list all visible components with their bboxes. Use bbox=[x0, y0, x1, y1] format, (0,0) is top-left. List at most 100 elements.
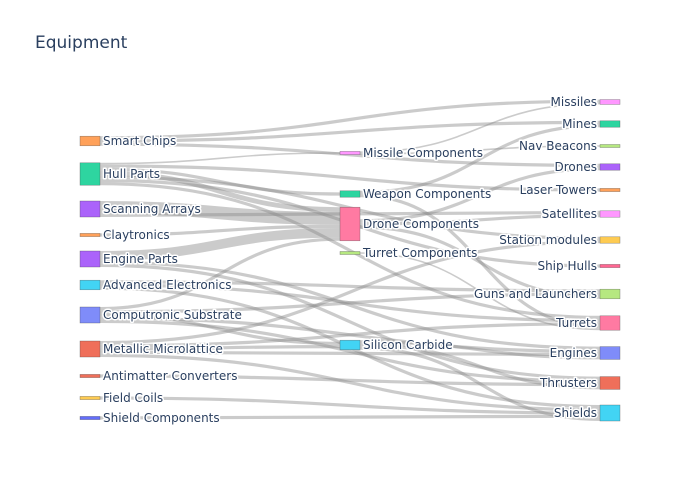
node-label-thrusters: Thrusters bbox=[539, 376, 597, 390]
link-hull_parts-to-laser_towers[interactable] bbox=[99, 164, 601, 192]
node-mines[interactable] bbox=[599, 120, 621, 128]
node-label-scanning-arrays: Scanning Arrays bbox=[103, 202, 201, 216]
link-antimatter_converters-to-thrusters[interactable] bbox=[99, 374, 601, 387]
links-layer bbox=[99, 99, 601, 421]
node-label-turret-components: Turret Components bbox=[362, 246, 477, 260]
link-hull_parts-to-missile_components[interactable] bbox=[99, 152, 341, 165]
link-smart_chips-to-missiles[interactable] bbox=[99, 99, 601, 140]
link-scanning_arrays-to-drone_components[interactable] bbox=[99, 201, 341, 225]
link-computronic_substrate-to-engines[interactable] bbox=[99, 316, 601, 353]
node-label-missiles: Missiles bbox=[551, 95, 598, 109]
node-metallic-microlattice[interactable] bbox=[79, 340, 101, 358]
node-turrets[interactable] bbox=[599, 315, 621, 331]
link-weapon_components-to-turrets[interactable] bbox=[359, 194, 601, 329]
node-label-shields: Shields bbox=[554, 406, 597, 420]
link-hull_parts-to-turrets[interactable] bbox=[99, 182, 601, 319]
link-weapon_components-to-mines[interactable] bbox=[359, 124, 601, 194]
link-metallic_microlattice-to-shields[interactable] bbox=[99, 353, 601, 412]
node-drone-components[interactable] bbox=[339, 206, 361, 242]
link-turret_components-to-turrets[interactable] bbox=[359, 252, 601, 331]
link-computronic_substrate-to-silicon_carbide[interactable] bbox=[99, 313, 341, 345]
node-label-weapon-components: Weapon Components bbox=[363, 187, 491, 201]
node-label-station-modules: Station modules bbox=[499, 233, 597, 247]
link-metallic_microlattice-to-engines[interactable] bbox=[99, 350, 601, 357]
node-label-engines: Engines bbox=[550, 346, 597, 360]
link-hull_parts-to-drone_components[interactable] bbox=[99, 170, 341, 212]
node-station-modules[interactable] bbox=[599, 236, 621, 244]
link-metallic_microlattice-to-station_modules[interactable] bbox=[99, 240, 601, 345]
node-turret-components[interactable] bbox=[339, 251, 361, 255]
node-label-claytronics: Claytronics bbox=[103, 228, 170, 242]
link-advanced_electronics-to-guns_and_launchers[interactable] bbox=[99, 280, 601, 293]
node-label-drone-components: Drone Components bbox=[363, 217, 479, 231]
link-advanced_electronics-to-turrets[interactable] bbox=[99, 283, 601, 323]
node-label-hull-parts: Hull Parts bbox=[103, 167, 160, 181]
node-missiles[interactable] bbox=[599, 99, 621, 105]
link-drone_components-to-guns_and_launchers[interactable] bbox=[359, 225, 601, 299]
node-shield-components[interactable] bbox=[79, 416, 101, 420]
link-computronic_substrate-to-drone_components[interactable] bbox=[99, 237, 341, 311]
link-smart_chips-to-mines[interactable] bbox=[99, 120, 601, 143]
node-advanced-electronics[interactable] bbox=[79, 279, 101, 291]
node-nav-beacons[interactable] bbox=[599, 144, 621, 148]
node-claytronics[interactable] bbox=[79, 233, 101, 237]
node-scanning-arrays[interactable] bbox=[79, 200, 101, 218]
link-silicon_carbide-to-engines[interactable] bbox=[359, 340, 601, 360]
link-silicon_carbide-to-thrusters[interactable] bbox=[359, 343, 601, 390]
node-smart-chips[interactable] bbox=[79, 135, 101, 147]
node-label-missile-components: Missile Components bbox=[363, 146, 483, 160]
labels-layer: Smart Chips Hull Parts Scanning Arrays Clay… bbox=[102, 94, 599, 427]
node-label-antimatter-converters: Antimatter Converters bbox=[103, 369, 237, 383]
node-thrusters[interactable] bbox=[599, 376, 621, 390]
node-missile-components[interactable] bbox=[339, 151, 361, 155]
node-computronic-substrate[interactable] bbox=[79, 306, 101, 324]
node-engines[interactable] bbox=[599, 346, 621, 360]
nodes-layer bbox=[79, 99, 621, 422]
node-label-satellites: Satellites bbox=[542, 207, 597, 221]
node-engine-parts[interactable] bbox=[79, 250, 101, 268]
node-weapon-components[interactable] bbox=[339, 190, 361, 198]
node-hull-parts[interactable] bbox=[79, 162, 101, 186]
link-metallic_microlattice-to-silicon_carbide[interactable] bbox=[99, 345, 341, 351]
link-drone_components-to-satellites[interactable] bbox=[359, 214, 601, 226]
node-laser-towers[interactable] bbox=[599, 188, 621, 192]
node-label-drones: Drones bbox=[555, 160, 598, 174]
node-label-nav-beacons: Nav Beacons bbox=[519, 139, 597, 153]
link-metallic_microlattice-to-turrets[interactable] bbox=[99, 322, 601, 348]
node-antimatter-converters[interactable] bbox=[79, 374, 101, 378]
node-label-laser-towers: Laser Towers bbox=[520, 183, 597, 197]
link-silicon_carbide-to-shields[interactable] bbox=[359, 346, 601, 421]
node-label-turrets: Turrets bbox=[555, 316, 597, 330]
link-field_coils-to-shields[interactable] bbox=[99, 396, 601, 415]
link-hull_parts-to-weapon_components[interactable] bbox=[99, 167, 341, 196]
node-label-advanced-electronics: Advanced Electronics bbox=[103, 278, 232, 292]
link-drone_components-to-drones[interactable] bbox=[359, 167, 601, 223]
link-claytronics-to-drone_components[interactable] bbox=[99, 224, 341, 237]
node-label-smart-chips: Smart Chips bbox=[103, 134, 176, 148]
node-guns-and-launchers[interactable] bbox=[599, 288, 621, 300]
node-ship-hulls[interactable] bbox=[599, 264, 621, 268]
link-engine_parts-to-drone_components[interactable] bbox=[99, 228, 341, 261]
chart-title: Equipment bbox=[35, 33, 128, 53]
node-label-silicon-carbide: Silicon Carbide bbox=[363, 338, 453, 352]
link-computronic_substrate-to-guns_and_launchers[interactable] bbox=[99, 292, 601, 314]
node-label-field-coils: Field Coils bbox=[103, 391, 163, 405]
link-engine_parts-to-engines[interactable] bbox=[99, 260, 601, 350]
link-missile_components-to-missiles[interactable] bbox=[359, 102, 601, 153]
node-silicon-carbide[interactable] bbox=[339, 339, 361, 351]
node-shields[interactable] bbox=[599, 404, 621, 422]
node-drones[interactable] bbox=[599, 163, 621, 171]
link-shield_components-to-shields[interactable] bbox=[99, 414, 601, 420]
node-field-coils[interactable] bbox=[79, 396, 101, 400]
node-satellites[interactable] bbox=[599, 210, 621, 218]
link-computronic_substrate-to-thrusters[interactable] bbox=[99, 319, 601, 383]
node-label-computronic-substrate: Computronic Substrate bbox=[103, 308, 242, 322]
link-engine_parts-to-thrusters[interactable] bbox=[99, 263, 601, 380]
node-label-guns-and-launchers: Guns and Launchers bbox=[474, 287, 597, 301]
node-label-shield-components: Shield Components bbox=[103, 411, 220, 425]
node-label-mines: Mines bbox=[562, 117, 597, 131]
node-label-ship-hulls: Ship Hulls bbox=[537, 259, 597, 273]
link-missile_components-to-nav_beacons[interactable] bbox=[359, 145, 601, 155]
